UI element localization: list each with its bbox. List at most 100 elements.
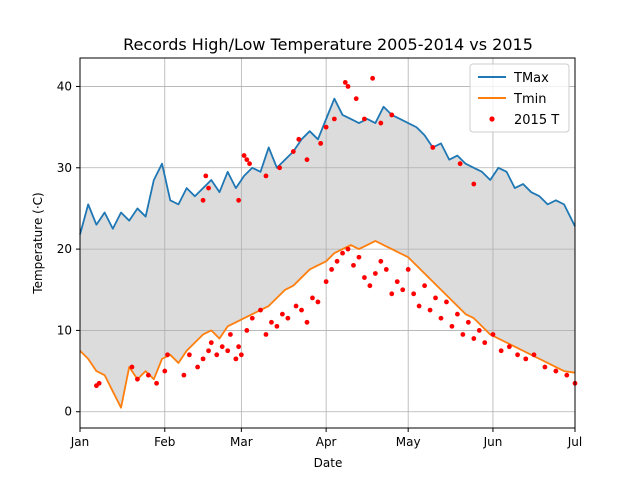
scatter-point-98: [471, 181, 477, 187]
x-tick-label-5: Jun: [483, 435, 503, 449]
legend-label-tmin: Tmin: [513, 92, 546, 107]
scatter-point-25: [269, 319, 274, 325]
scatter-point-84: [296, 136, 302, 142]
plot-frame: [79, 57, 576, 429]
scatter-point-74: [200, 197, 206, 203]
scatter-point-66: [506, 344, 512, 350]
scatter-point-62: [476, 328, 482, 333]
scatter-point-96: [430, 145, 436, 150]
scatter-point-88: [331, 116, 337, 122]
series-layer: [79, 75, 578, 409]
scatter-point-93: [370, 75, 376, 81]
scatter-point-9: [186, 352, 192, 358]
scatter-point-31: [304, 319, 310, 325]
scatter-point-83: [290, 149, 296, 154]
scatter-point-72: [564, 372, 570, 378]
series-line-tmax: [79, 97, 576, 235]
scatter-point-29: [293, 303, 299, 309]
scatter-point-76: [206, 185, 211, 191]
scatter-point-97: [457, 161, 463, 167]
scatter-point-70: [542, 364, 548, 370]
series-points-2015: [94, 75, 578, 389]
scatter-point-14: [214, 352, 220, 358]
scatter-point-23: [258, 307, 263, 313]
scatter-point-54: [433, 295, 438, 301]
scatter-point-90: [345, 84, 351, 89]
scatter-point-17: [228, 332, 233, 337]
scatter-point-67: [515, 352, 520, 358]
scatter-point-64: [490, 332, 496, 337]
scatter-point-39: [351, 262, 356, 268]
scatter-point-2: [129, 364, 135, 370]
scatter-point-3: [135, 376, 140, 382]
scatter-point-86: [318, 140, 324, 146]
legend-label-tmax: TMax: [513, 71, 549, 86]
scatter-point-7: [165, 352, 170, 358]
y-axis-label: Temperature (·C): [31, 192, 45, 294]
scatter-point-91: [353, 96, 359, 102]
scatter-point-45: [383, 267, 389, 272]
scatter-point-59: [460, 332, 466, 337]
x-tick-label-6: Jul: [567, 435, 582, 449]
scatter-point-82: [277, 165, 283, 171]
y-tick-label-2: 20: [57, 242, 72, 256]
y-tick-label-4: 40: [57, 79, 72, 93]
scatter-point-36: [334, 258, 340, 264]
scatter-point-1: [96, 380, 102, 386]
scatter-point-33: [315, 299, 321, 305]
x-tick-label-2: Mar: [230, 435, 253, 449]
x-tick-label-1: Feb: [154, 435, 175, 449]
legend-swatch-2015: [489, 116, 495, 122]
scatter-point-49: [405, 267, 411, 272]
y-axis-ticks: 0 10 20 30 40: [57, 79, 80, 419]
scatter-point-10: [195, 364, 201, 370]
scatter-point-60: [465, 319, 471, 325]
scatter-point-94: [378, 120, 384, 126]
scatter-point-43: [372, 271, 378, 276]
y-tick-label-0: 0: [64, 405, 72, 419]
y-tick-label-3: 30: [57, 161, 72, 175]
scatter-point-15: [219, 344, 225, 350]
scatter-point-6: [162, 368, 168, 374]
scatter-point-37: [340, 250, 345, 256]
scatter-point-58: [455, 311, 460, 317]
scatter-point-35: [329, 267, 334, 272]
scatter-point-55: [438, 315, 444, 321]
scatter-point-75: [203, 173, 209, 179]
scatter-point-63: [482, 340, 488, 346]
scatter-point-38: [345, 246, 351, 252]
scatter-point-65: [498, 348, 504, 354]
scatter-point-40: [356, 254, 362, 260]
scatter-point-48: [400, 287, 406, 293]
scatter-point-28: [285, 315, 291, 321]
scatter-point-5: [154, 380, 159, 386]
scatter-point-16: [225, 348, 231, 354]
scatter-point-61: [471, 336, 477, 341]
x-tick-label-0: Jan: [70, 435, 90, 449]
scatter-point-27: [279, 311, 285, 317]
scatter-point-50: [411, 291, 417, 297]
x-axis-label: Date: [314, 456, 343, 470]
scatter-point-52: [422, 283, 427, 289]
scatter-point-32: [310, 295, 315, 301]
scatter-point-95: [389, 112, 395, 118]
scatter-point-13: [208, 340, 214, 346]
scatter-point-92: [362, 116, 367, 122]
scatter-point-26: [274, 323, 280, 329]
scatter-point-8: [181, 372, 187, 378]
scatter-point-24: [263, 332, 269, 337]
scatter-point-20: [238, 352, 244, 358]
scatter-point-56: [444, 299, 449, 305]
scatter-point-34: [323, 279, 329, 285]
scatter-point-69: [531, 352, 537, 358]
scatter-point-80: [247, 161, 252, 167]
scatter-point-51: [416, 303, 422, 309]
scatter-point-18: [233, 356, 239, 362]
scatter-point-77: [236, 197, 242, 203]
scatter-point-21: [244, 328, 250, 333]
scatter-point-89: [342, 80, 348, 85]
scatter-point-81: [263, 173, 269, 179]
x-axis-ticks: Jan Feb Mar Apr May Jun Jul: [70, 428, 582, 449]
scatter-point-4: [145, 372, 151, 378]
chart-title: Records High/Low Temperature 2005-2014 v…: [123, 35, 533, 54]
